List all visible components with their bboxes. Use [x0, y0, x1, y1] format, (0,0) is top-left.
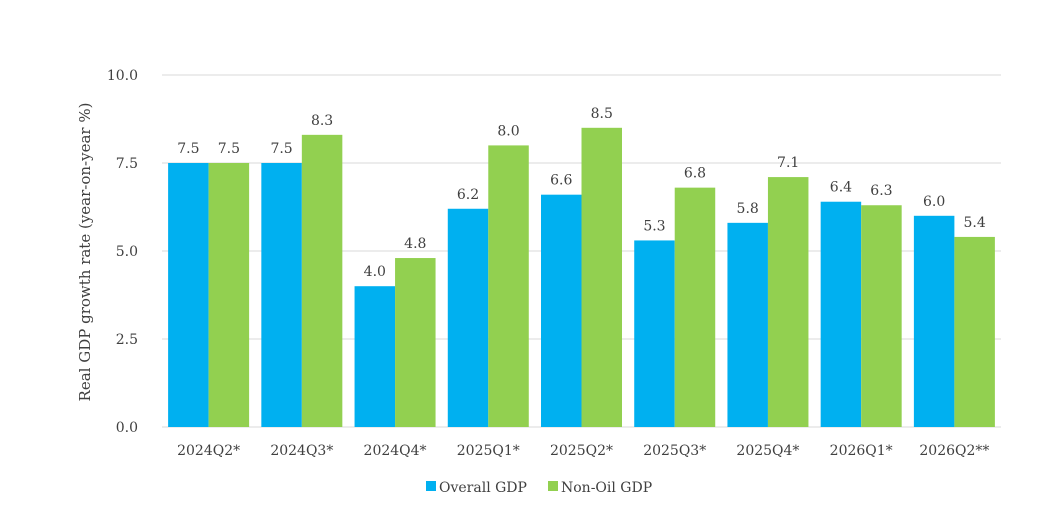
x-tick-label: 2024Q4*: [364, 443, 427, 459]
legend-label-overall-gdp: Overall GDP: [439, 480, 527, 496]
legend-label-non-oil-gdp: Non-Oil GDP: [561, 480, 652, 496]
bar-non-oil-gdp-2026q2: [954, 236, 995, 427]
data-label-overall-gdp-2025q2: 6.6: [550, 173, 572, 189]
x-tick-label: 2026Q2**: [919, 443, 989, 459]
bar-overall-gdp-2026q2: [913, 215, 955, 427]
bar-overall-gdp-2025q2: [541, 194, 582, 427]
data-label-overall-gdp-2025q3: 5.3: [643, 218, 665, 234]
y-axis-ticks: 0.0 2.5 5.0 7.5 10.0: [107, 68, 138, 436]
y-tick-label: 2.5: [116, 332, 138, 348]
x-tick-label: 2026Q1*: [830, 443, 893, 459]
data-label-overall-gdp-2025q4: 5.8: [737, 201, 759, 217]
data-label-non-oil-gdp-2024q3: 8.3: [311, 113, 333, 129]
legend-swatch-non-oil-gdp: [548, 481, 558, 491]
y-axis-title: Real GDP growth rate (year-on-year %): [76, 103, 94, 402]
data-label-overall-gdp-2026q1: 6.4: [830, 180, 852, 196]
data-label-non-oil-gdp-2024q2: 7.5: [218, 141, 240, 157]
bar-overall-gdp-2024q2: [168, 163, 209, 427]
legend: Overall GDP Non-Oil GDP: [426, 480, 652, 496]
x-axis-categories: 2024Q2* 2024Q3* 2024Q4* 2025Q1* 2025Q2* 2025Q…: [177, 443, 989, 459]
x-tick-label: 2025Q2*: [550, 443, 613, 459]
data-label-overall-gdp-2025q1: 6.2: [457, 187, 479, 203]
data-label-non-oil-gdp-2026q1: 6.3: [870, 183, 892, 199]
data-labels: 7.5 7.5 7.5 8.3 4.0 4.8 6.2 8.0 6.6 8.5 5.3 6.8 5.8 7…: [177, 106, 986, 280]
bar-overall-gdp-2026q1: [820, 201, 862, 427]
data-label-non-oil-gdp-2026q2: 5.4: [964, 215, 986, 231]
data-label-non-oil-gdp-2025q3: 6.8: [684, 166, 706, 182]
bar-non-oil-gdp-2025q3: [674, 187, 716, 427]
y-tick-label: 0.0: [116, 420, 138, 436]
bar-non-oil-gdp-2024q2: [208, 163, 250, 427]
data-label-non-oil-gdp-2024q4: 4.8: [404, 236, 426, 252]
y-tick-label: 7.5: [116, 156, 138, 172]
data-label-non-oil-gdp-2025q1: 8.0: [497, 123, 519, 139]
data-label-overall-gdp-2024q4: 4.0: [364, 264, 386, 280]
data-label-non-oil-gdp-2025q2: 8.5: [591, 106, 613, 122]
bar-overall-gdp-2024q4: [354, 286, 396, 427]
x-tick-label: 2025Q1*: [457, 443, 520, 459]
x-tick-label: 2025Q4*: [736, 443, 799, 459]
x-tick-label: 2024Q3*: [270, 443, 333, 459]
y-tick-label: 10.0: [107, 68, 138, 84]
bar-non-oil-gdp-2024q3: [301, 134, 343, 427]
x-tick-label: 2024Q2*: [177, 443, 240, 459]
bar-overall-gdp-2025q1: [447, 208, 489, 427]
data-label-overall-gdp-2026q2: 6.0: [923, 194, 945, 210]
bar-non-oil-gdp-2025q4: [767, 177, 809, 427]
data-label-overall-gdp-2024q2: 7.5: [177, 141, 199, 157]
bars: [168, 127, 995, 428]
bar-non-oil-gdp-2025q2: [581, 127, 622, 428]
bar-overall-gdp-2025q4: [727, 222, 768, 427]
bar-overall-gdp-2025q3: [634, 240, 675, 427]
bar-overall-gdp-2024q3: [261, 163, 302, 427]
bar-non-oil-gdp-2026q1: [861, 205, 902, 427]
x-tick-label: 2025Q3*: [643, 443, 706, 459]
legend-swatch-overall-gdp: [426, 481, 436, 491]
bar-non-oil-gdp-2025q1: [488, 145, 529, 427]
data-label-overall-gdp-2024q3: 7.5: [270, 141, 292, 157]
data-label-non-oil-gdp-2025q4: 7.1: [777, 155, 799, 171]
y-tick-label: 5.0: [116, 244, 138, 260]
bar-non-oil-gdp-2024q4: [395, 258, 436, 427]
